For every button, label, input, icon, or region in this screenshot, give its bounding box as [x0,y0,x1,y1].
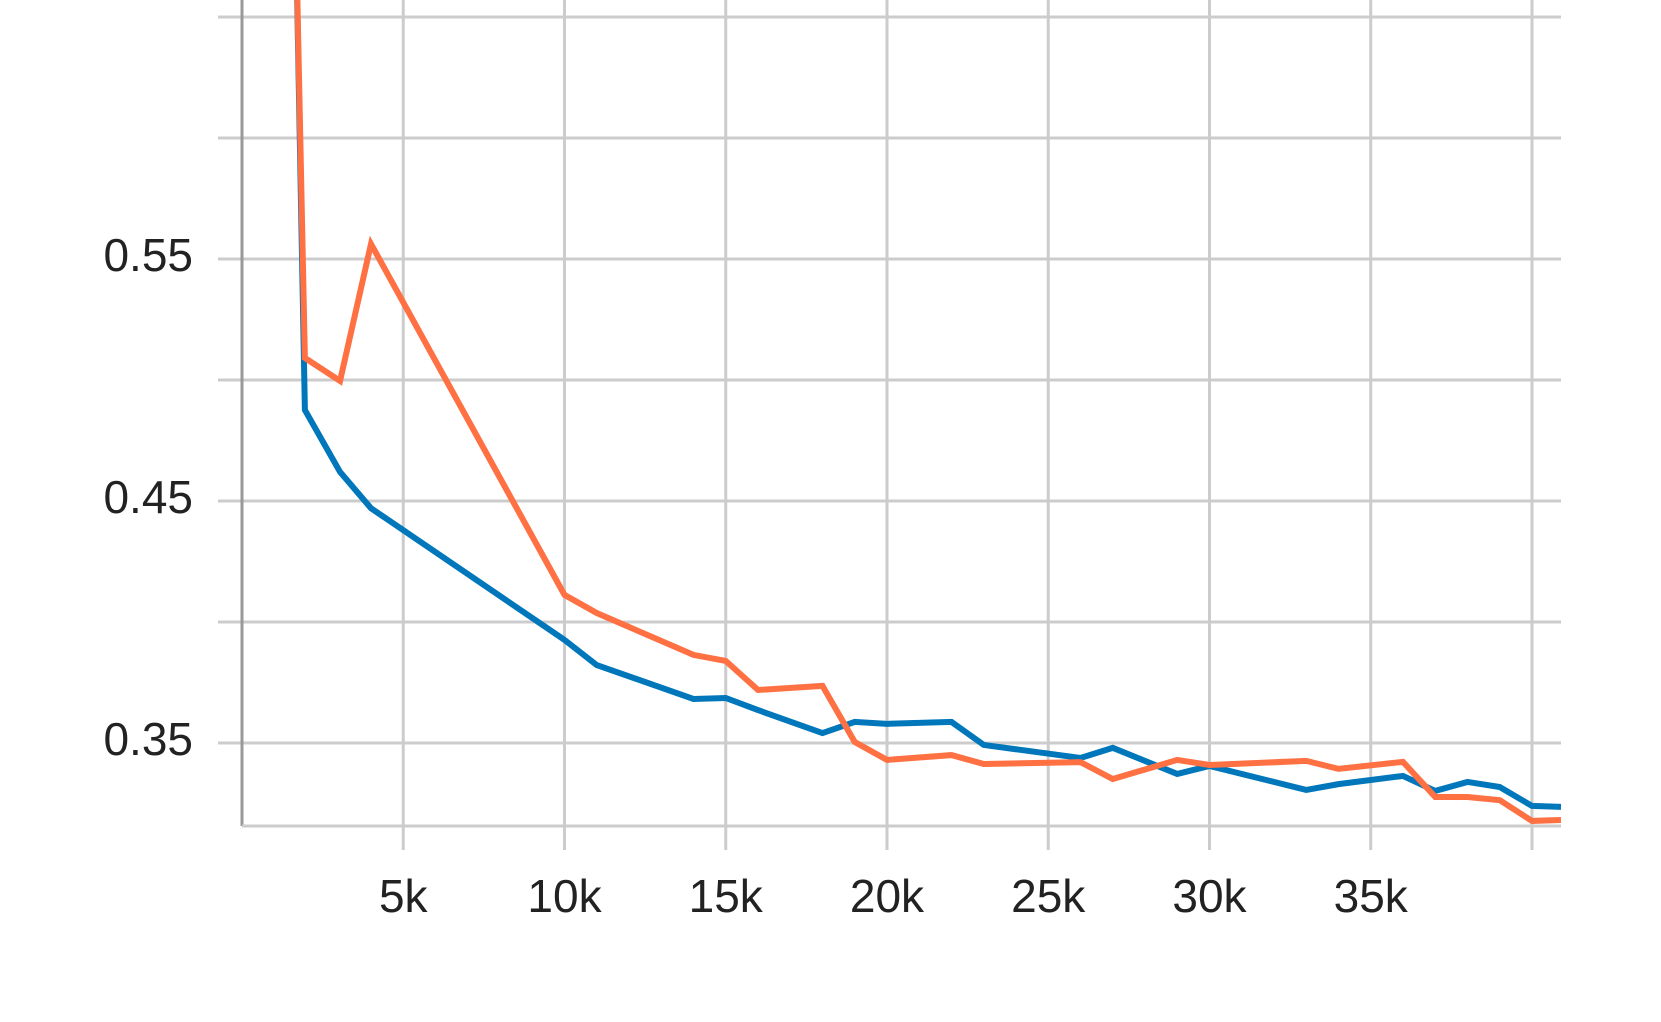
x-tick-label: 25k [1011,870,1086,922]
y-tick-label: 0.35 [103,713,193,765]
plot-area [294,0,1561,824]
x-tick-label: 30k [1172,870,1247,922]
series-line [294,0,1561,824]
y-tick-label: 0.55 [103,229,193,281]
x-tick-label: 15k [689,870,764,922]
tick-labels: 0.35 0.45 0.55 5k 10k 15k 20k 25k 30k 35k [103,229,1408,922]
x-tick-label: 10k [527,870,602,922]
y-tick-label: 0.45 [103,471,193,523]
x-tick-label: 20k [850,870,925,922]
x-tick-label: 35k [1334,870,1409,922]
x-tick-label: 5k [379,870,429,922]
grid [218,0,1561,850]
